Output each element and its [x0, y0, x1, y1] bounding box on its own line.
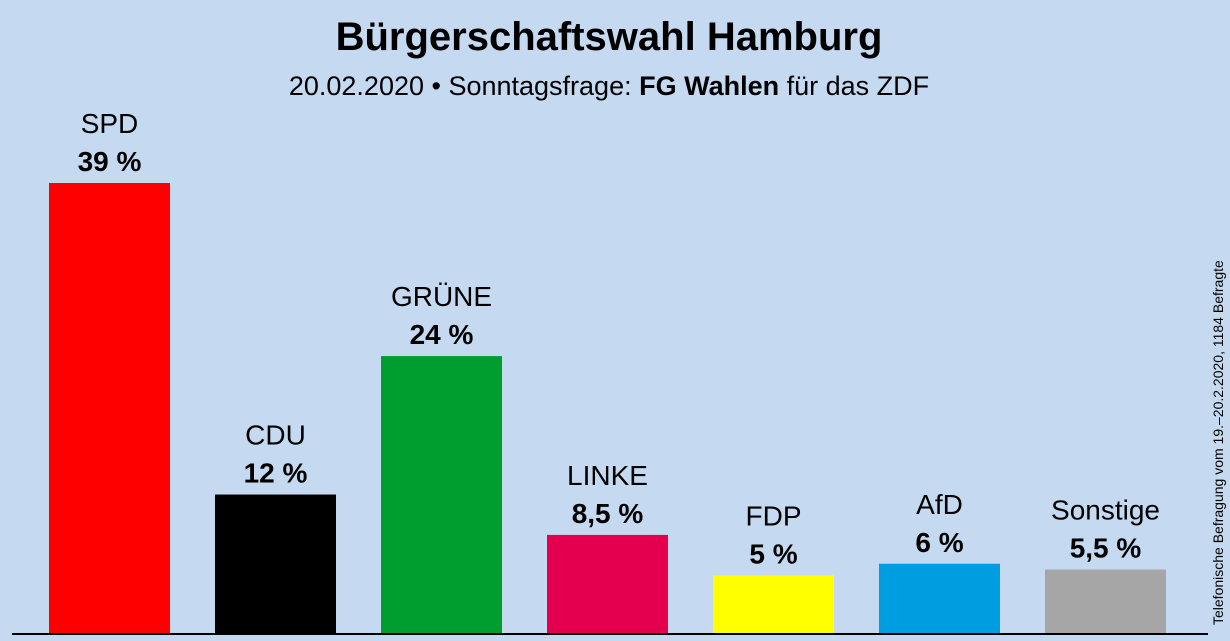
chart-title: Bürgerschaftswahl Hamburg: [336, 15, 883, 59]
category-label-fdp: FDP: [746, 500, 802, 531]
subtitle-suffix: für das ZDF: [779, 71, 929, 101]
value-label-fdp: 5 %: [749, 538, 797, 569]
category-label-spd: SPD: [81, 108, 139, 139]
subtitle-institute: FG Wahlen: [639, 71, 779, 101]
bar-spd: [49, 183, 170, 633]
value-label-sonstige: 5,5 %: [1070, 533, 1142, 564]
value-label-linke: 8,5 %: [572, 498, 644, 529]
value-label-gruene: 24 %: [410, 319, 474, 350]
source-note: Telefonische Befragung vom 19.–20.2.2020…: [1210, 260, 1226, 625]
bar-linke: [547, 534, 668, 633]
bar-cdu: [215, 494, 336, 633]
category-label-cdu: CDU: [245, 420, 306, 451]
value-label-cdu: 12 %: [244, 458, 308, 489]
bar-gruene: [381, 356, 502, 633]
bar-afd: [879, 563, 1000, 633]
category-label-afd: AfD: [916, 489, 963, 520]
bar-fdp: [713, 575, 834, 633]
chart-subtitle: 20.02.2020 • Sonntagsfrage: FG Wahlen fü…: [289, 71, 929, 101]
subtitle-prefix: 20.02.2020 • Sonntagsfrage:: [289, 71, 639, 101]
category-label-sonstige: Sonstige: [1051, 495, 1160, 526]
bars-group: 39 % SPD 12 % CDU 24 % GRÜNE 8,5 % LINKE 5 % FDP 6…: [49, 108, 1166, 633]
bar-sonstige: [1045, 569, 1166, 633]
value-label-spd: 39 %: [78, 146, 142, 177]
value-label-afd: 6 %: [915, 527, 963, 558]
category-label-linke: LINKE: [567, 460, 648, 491]
category-label-gruene: GRÜNE: [391, 281, 492, 312]
